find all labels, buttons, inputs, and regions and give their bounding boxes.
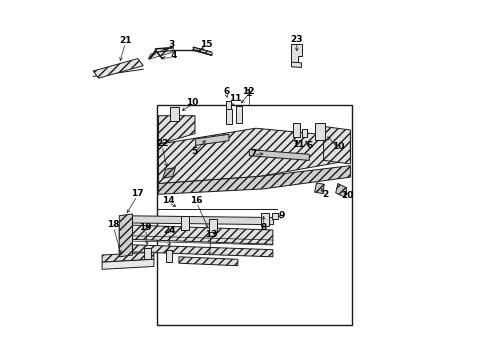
Text: 22: 22 xyxy=(156,139,169,148)
Text: 2: 2 xyxy=(322,190,328,199)
Polygon shape xyxy=(163,167,175,178)
Polygon shape xyxy=(323,126,350,164)
Polygon shape xyxy=(193,47,212,56)
Text: 7: 7 xyxy=(251,149,257,158)
Polygon shape xyxy=(336,184,347,197)
Polygon shape xyxy=(102,252,154,262)
Polygon shape xyxy=(292,44,302,62)
Text: 16: 16 xyxy=(191,196,203,205)
Bar xyxy=(226,101,231,109)
Text: 4: 4 xyxy=(171,51,177,60)
Text: 13: 13 xyxy=(205,230,217,239)
Bar xyxy=(144,248,151,258)
Polygon shape xyxy=(119,214,132,257)
Polygon shape xyxy=(159,116,195,144)
Bar xyxy=(261,213,269,226)
Polygon shape xyxy=(122,216,273,225)
Text: 12: 12 xyxy=(243,87,255,96)
Polygon shape xyxy=(315,183,324,194)
Polygon shape xyxy=(102,259,154,269)
Text: 11: 11 xyxy=(293,140,305,149)
Text: 10: 10 xyxy=(186,98,198,107)
Polygon shape xyxy=(159,128,350,184)
Text: 5: 5 xyxy=(191,147,197,156)
Bar xyxy=(236,106,243,123)
Polygon shape xyxy=(159,166,350,194)
Bar xyxy=(170,108,179,121)
Polygon shape xyxy=(93,59,143,78)
Polygon shape xyxy=(119,244,273,257)
Text: 14: 14 xyxy=(162,196,175,205)
Polygon shape xyxy=(249,150,309,160)
Polygon shape xyxy=(196,134,229,145)
Bar xyxy=(209,219,217,232)
Bar xyxy=(181,216,189,230)
Text: 1: 1 xyxy=(245,89,252,98)
Bar xyxy=(293,123,300,137)
Text: 20: 20 xyxy=(342,190,354,199)
Text: 6: 6 xyxy=(306,141,313,150)
Polygon shape xyxy=(292,62,301,67)
Bar xyxy=(302,129,307,137)
Text: 23: 23 xyxy=(291,36,303,45)
Text: 17: 17 xyxy=(131,189,144,198)
Text: 21: 21 xyxy=(119,36,132,45)
Text: 3: 3 xyxy=(169,40,175,49)
Bar xyxy=(272,213,278,219)
Text: 10: 10 xyxy=(332,141,345,150)
Text: 6: 6 xyxy=(223,87,229,96)
Text: 24: 24 xyxy=(164,226,176,235)
Bar xyxy=(157,105,352,325)
Text: 11: 11 xyxy=(229,94,241,103)
Bar xyxy=(226,109,232,123)
Polygon shape xyxy=(119,225,273,244)
Polygon shape xyxy=(148,47,173,59)
Bar xyxy=(315,123,325,140)
Text: 19: 19 xyxy=(139,222,152,231)
Text: 15: 15 xyxy=(200,40,213,49)
Text: 9: 9 xyxy=(279,211,285,220)
Bar xyxy=(166,249,172,262)
Text: 8: 8 xyxy=(261,222,267,231)
Text: 18: 18 xyxy=(107,220,120,229)
Polygon shape xyxy=(179,257,238,266)
